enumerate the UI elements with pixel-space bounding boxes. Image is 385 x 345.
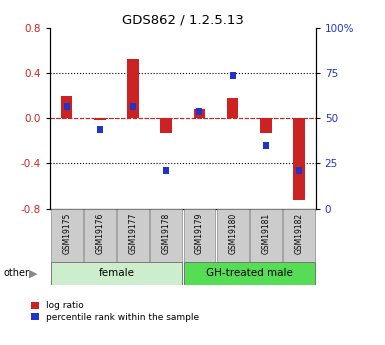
Bar (283, 209, 315, 262)
Bar (194, 109, 205, 118)
Text: other: other (4, 268, 30, 278)
Bar (230, 72, 236, 79)
Bar (217, 209, 249, 262)
Bar (184, 262, 315, 285)
Bar (184, 209, 216, 262)
Text: GSM19176: GSM19176 (95, 213, 104, 254)
Bar (117, 209, 149, 262)
Bar (94, 118, 105, 120)
Bar (250, 209, 282, 262)
Bar (64, 104, 70, 110)
Text: GSM19181: GSM19181 (261, 213, 270, 254)
Bar (97, 126, 103, 133)
Bar (260, 118, 272, 133)
Bar (51, 262, 182, 285)
Bar (130, 104, 136, 110)
Text: GSM19182: GSM19182 (295, 213, 304, 254)
Bar (84, 209, 116, 262)
Title: GDS862 / 1.2.5.13: GDS862 / 1.2.5.13 (122, 13, 244, 27)
Text: GSM19180: GSM19180 (228, 213, 237, 254)
Text: GSM19178: GSM19178 (162, 213, 171, 254)
Text: GH-treated male: GH-treated male (206, 268, 293, 278)
Text: ▶: ▶ (29, 268, 37, 278)
Bar (227, 98, 238, 118)
Bar (263, 142, 269, 149)
Text: female: female (99, 268, 134, 278)
Text: GSM19177: GSM19177 (129, 213, 137, 254)
Bar (196, 108, 203, 115)
Bar (150, 209, 182, 262)
Bar (61, 96, 72, 118)
Bar (296, 167, 302, 174)
Legend: log ratio, percentile rank within the sample: log ratio, percentile rank within the sa… (32, 301, 199, 322)
Bar (127, 59, 139, 118)
Bar (163, 167, 169, 174)
Bar (293, 118, 305, 200)
Text: GSM19179: GSM19179 (195, 213, 204, 254)
Bar (161, 118, 172, 133)
Bar (51, 209, 83, 262)
Text: GSM19175: GSM19175 (62, 213, 71, 254)
